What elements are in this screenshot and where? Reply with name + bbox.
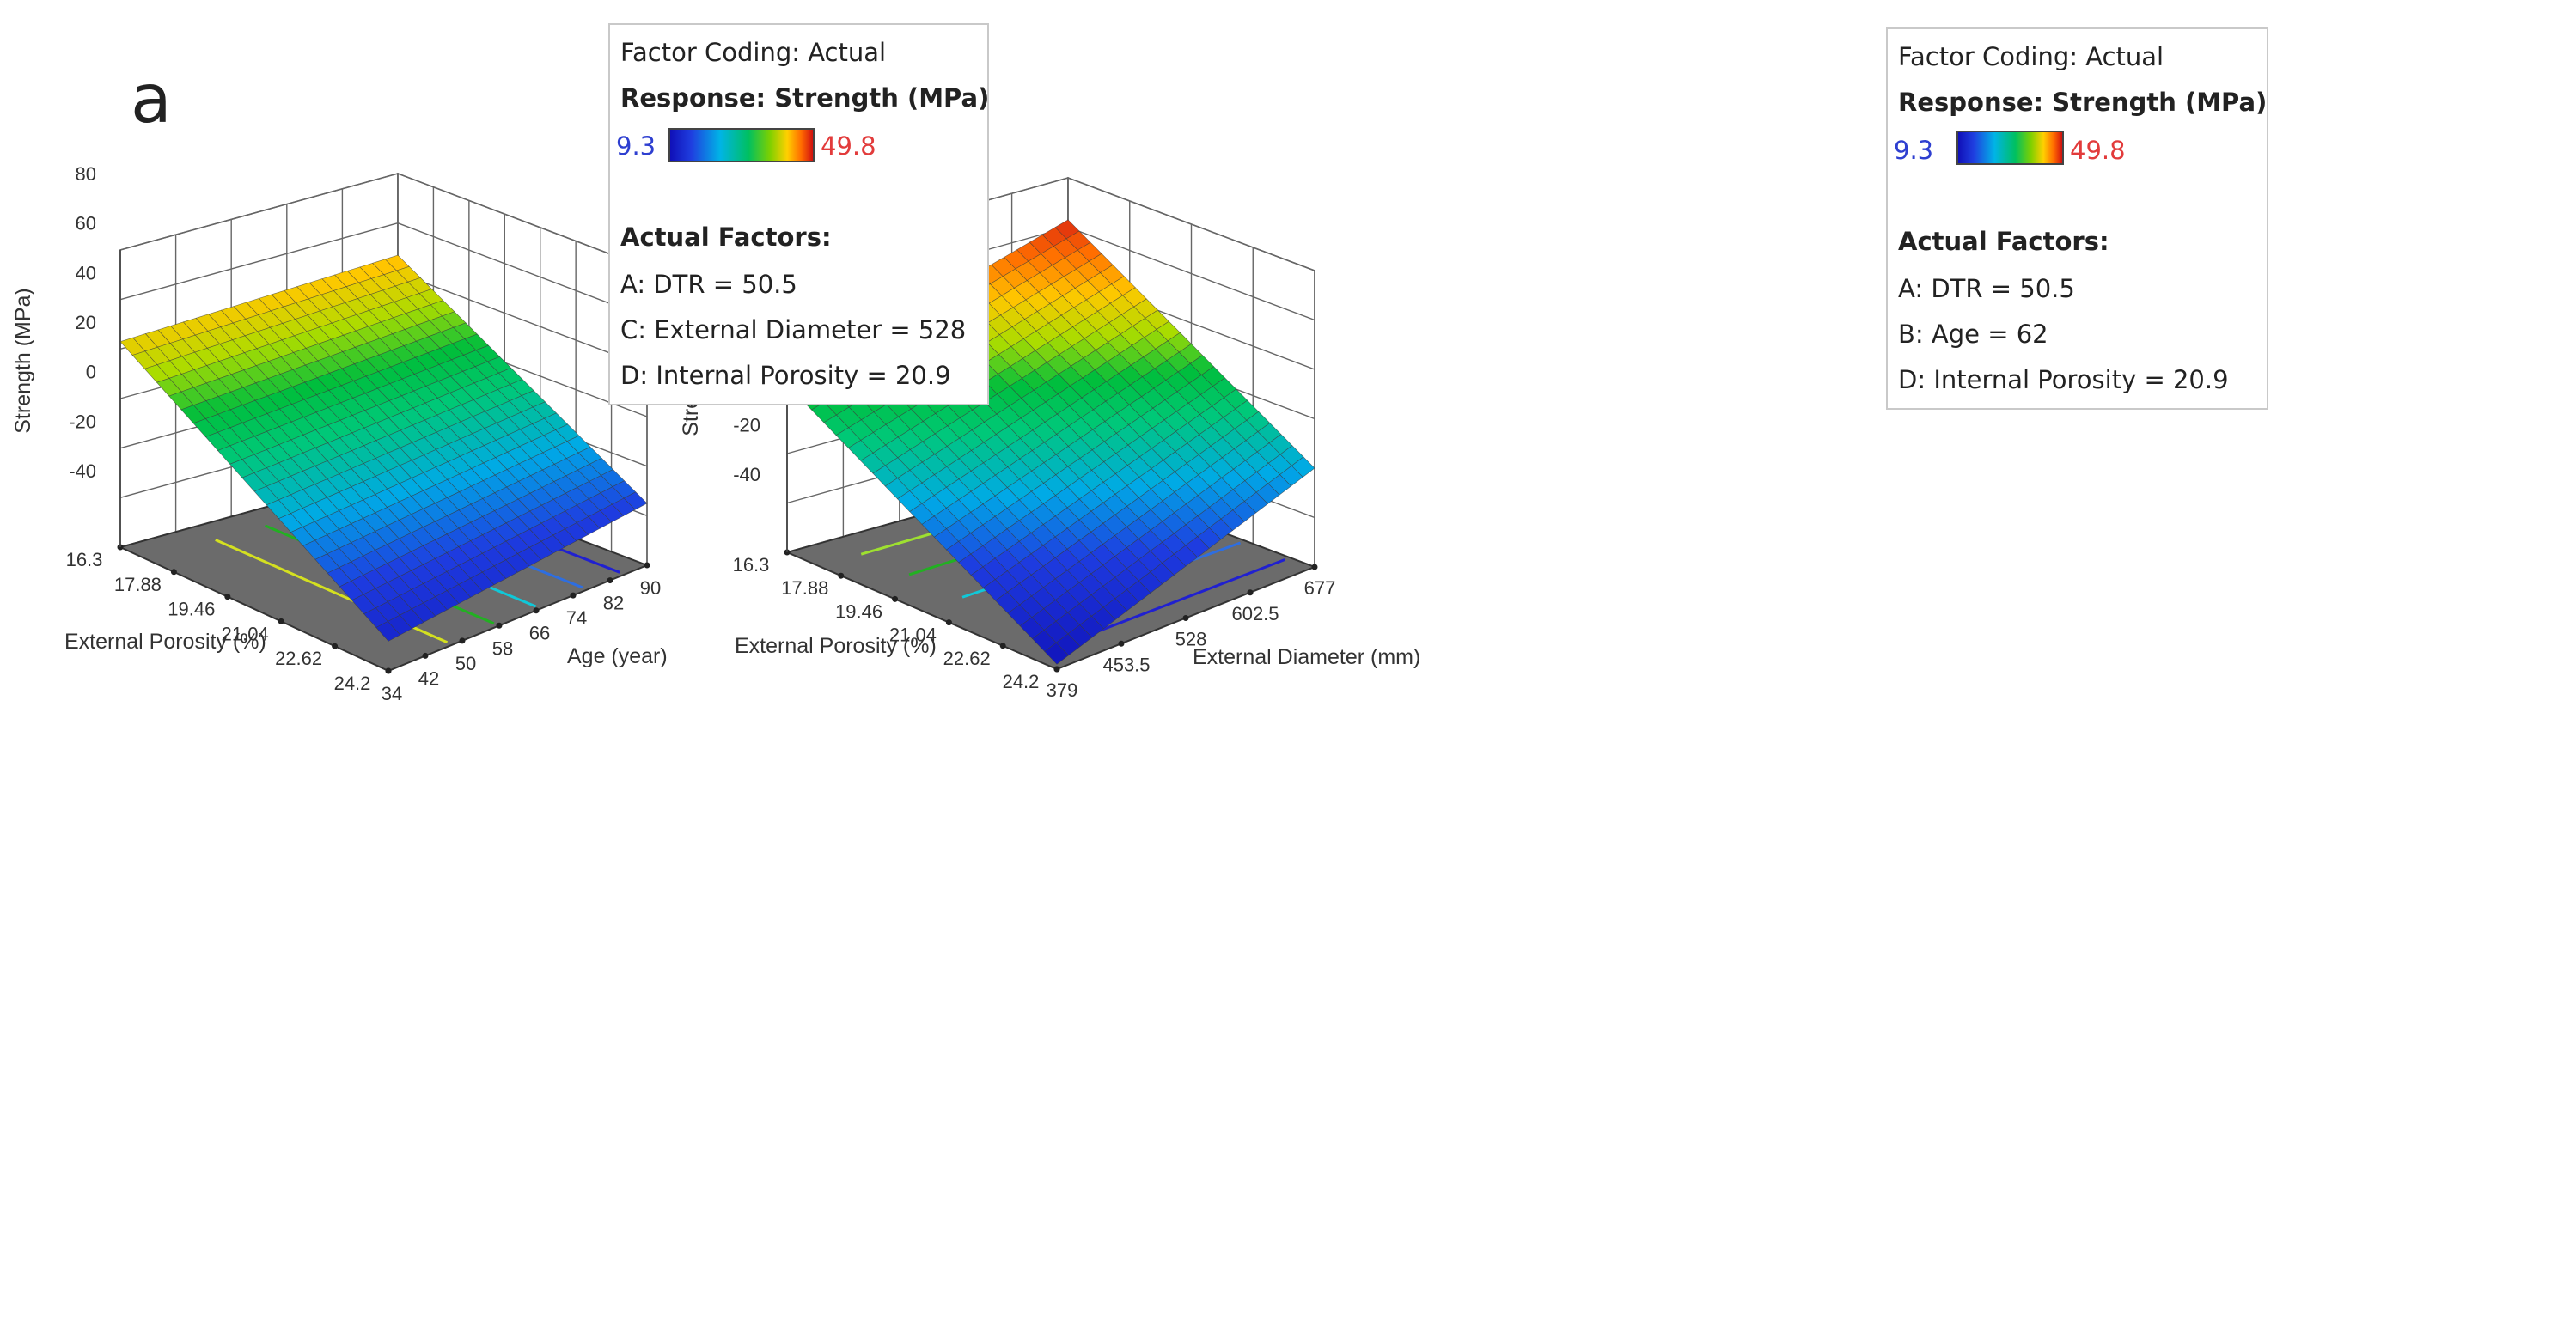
panel-a-surface-plot: a -40 -20 0 20 40 60 80 16.3 17.88 19.46 21.04 22.62… <box>11 61 668 704</box>
legend-color-bar <box>1956 131 2064 165</box>
z-axis-title: Strength (MPa) <box>11 288 35 434</box>
y-tick-label: 90 <box>640 577 661 599</box>
y-tick-label: 602.5 <box>1231 603 1279 624</box>
x-tick-label: 21.04 <box>889 624 937 646</box>
x-tick-label: 19.46 <box>835 600 882 622</box>
x-tick-marker <box>892 595 899 602</box>
wall-grid-line <box>119 173 399 251</box>
legend-coding: Factor Coding: Actual <box>1898 42 2164 71</box>
y-tick-label: 50 <box>455 653 476 674</box>
z-tick-label: 20 <box>76 312 96 333</box>
y-tick-marker <box>1247 589 1254 596</box>
legend-color-max: 49.8 <box>821 131 876 161</box>
legend-factor-1: A: DTR = 50.5 <box>1898 274 2075 303</box>
x-tick-marker <box>945 619 952 626</box>
x-tick-label: 16.3 <box>733 554 770 576</box>
y-tick-label: 42 <box>418 667 439 689</box>
y-tick-marker <box>422 652 429 659</box>
panel-label: a <box>131 61 172 138</box>
x-tick-marker <box>170 569 177 576</box>
y-tick-marker <box>496 622 503 629</box>
y-tick-marker <box>1311 564 1318 570</box>
legend-panel-a: Factor Coding: Actual Response: Strength… <box>608 23 989 405</box>
x-tick-label: 21.04 <box>222 623 269 644</box>
surface-cell <box>623 491 648 510</box>
legend-factor-2: B: Age = 62 <box>1898 320 2048 349</box>
legend-color-min: 9.3 <box>1894 136 1934 165</box>
legend-factor-3: D: Internal Porosity = 20.9 <box>620 361 951 390</box>
legend-color-bar <box>668 128 815 162</box>
z-tick-label: 0 <box>86 362 96 383</box>
z-tick-label: 40 <box>76 262 96 283</box>
x-tick-label: 17.88 <box>781 577 828 599</box>
y-tick-marker <box>385 667 392 674</box>
x-tick-label: 24.2 <box>334 673 371 694</box>
y-tick-label: 82 <box>603 593 624 614</box>
response-surface <box>119 254 648 642</box>
legend-factors-title: Actual Factors: <box>1898 227 2109 256</box>
y-tick-marker <box>644 562 650 569</box>
z-tick-label: 80 <box>76 163 96 185</box>
x-tick-marker <box>278 618 284 624</box>
legend-factors-title: Actual Factors: <box>620 222 832 252</box>
y-tick-marker <box>1182 615 1189 621</box>
y-tick-label: 58 <box>492 637 513 659</box>
legend-panel-b: Factor Coding: Actual Response: Strength… <box>1886 27 2268 410</box>
z-tick-label: -20 <box>733 415 760 436</box>
x-axis-title: External Porosity (%) <box>64 630 266 654</box>
y-tick-label: 74 <box>566 607 587 629</box>
y-tick-marker <box>1053 666 1060 673</box>
legend-color-max: 49.8 <box>2070 136 2126 165</box>
x-tick-marker <box>332 643 339 649</box>
wall-grid-line <box>397 173 648 269</box>
wall-grid-line <box>397 222 648 319</box>
y-axis-title: External Diameter (mm) <box>1193 645 1420 669</box>
legend-factor-2: C: External Diameter = 528 <box>620 315 967 344</box>
x-tick-marker <box>224 594 231 600</box>
x-tick-label: 22.62 <box>275 648 322 669</box>
floor-contour-line <box>1068 558 1285 644</box>
x-tick-label: 19.46 <box>168 599 215 620</box>
y-tick-marker <box>570 592 577 599</box>
y-tick-marker <box>1118 640 1125 647</box>
legend-factor-1: A: DTR = 50.5 <box>620 270 797 299</box>
y-tick-marker <box>533 607 540 614</box>
y-tick-label: 677 <box>1304 577 1336 599</box>
x-axis-title: External Porosity (%) <box>735 634 937 658</box>
x-tick-marker <box>999 643 1006 649</box>
x-tick-label: 17.88 <box>114 574 162 595</box>
z-tick-label: 60 <box>76 213 96 235</box>
y-tick-label: 379 <box>1047 679 1078 701</box>
wall-grid-line <box>397 271 648 368</box>
y-axis-title: Age (year) <box>567 644 668 668</box>
z-tick-label: -20 <box>69 411 96 432</box>
x-tick-label: 22.62 <box>943 648 991 669</box>
y-tick-label: 453.5 <box>1102 654 1150 675</box>
legend-color-min: 9.3 <box>616 131 656 161</box>
x-tick-label: 24.2 <box>1003 671 1040 692</box>
surface-cell <box>1291 456 1315 478</box>
y-tick-label: 528 <box>1175 629 1207 650</box>
wall-grid-line <box>119 222 399 301</box>
legend-response: Response: Strength (MPa) <box>620 83 990 113</box>
legend-factor-3: D: Internal Porosity = 20.9 <box>1898 365 2229 394</box>
y-tick-marker <box>459 637 466 644</box>
x-tick-label: 16.3 <box>66 549 103 570</box>
z-tick-label: -40 <box>69 460 96 482</box>
z-tick-label: -40 <box>733 464 760 485</box>
y-tick-marker <box>607 577 613 584</box>
x-tick-marker <box>838 572 845 579</box>
legend-coding: Factor Coding: Actual <box>620 38 887 67</box>
legend-response: Response: Strength (MPa) <box>1898 88 2268 117</box>
y-tick-label: 66 <box>529 623 550 644</box>
y-tick-label: 34 <box>382 683 402 704</box>
